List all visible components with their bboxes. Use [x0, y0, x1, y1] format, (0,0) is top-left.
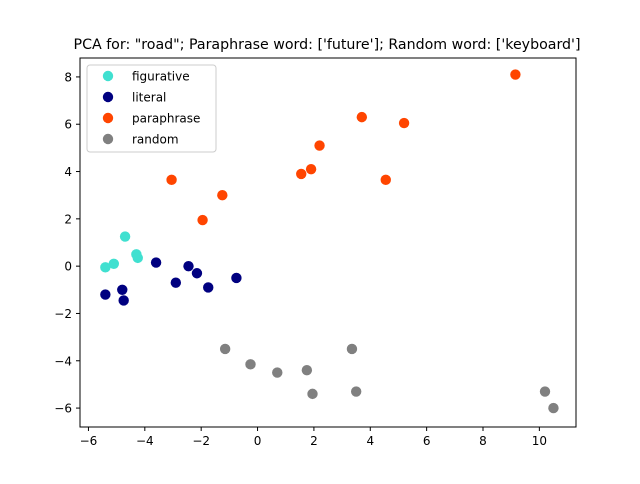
legend-marker-random [102, 133, 114, 145]
x-tick-label: 6 [423, 434, 431, 448]
legend: figurative literal paraphrase random [86, 64, 217, 153]
point-random-7 [539, 386, 551, 397]
point-figurative-1 [108, 258, 120, 269]
point-paraphrase-9 [510, 69, 521, 80]
point-random-8 [548, 402, 559, 414]
legend-label-paraphrase: paraphrase [132, 112, 200, 126]
legend-label-figurative: figurative [132, 70, 190, 84]
point-random-5 [346, 343, 358, 355]
legend-marker-figurative [102, 70, 114, 82]
point-literal-2 [118, 295, 129, 306]
point-paraphrase-2 [217, 189, 228, 201]
legend-marker-paraphrase [102, 112, 114, 124]
plot-frame [79, 57, 577, 428]
legend-marker-literal [102, 91, 114, 103]
point-paraphrase-4 [305, 163, 317, 175]
point-literal-1 [117, 284, 128, 296]
x-tick-label: −4 [136, 434, 154, 448]
point-literal-7 [203, 282, 214, 293]
x-tick-label: 4 [366, 434, 374, 448]
point-random-6 [350, 386, 362, 397]
point-figurative-0 [100, 262, 111, 273]
y-tick-label: 2 [64, 212, 72, 226]
point-paraphrase-5 [314, 140, 325, 151]
point-literal-0 [100, 289, 111, 300]
y-tick-label: 6 [64, 118, 72, 132]
point-figurative-4 [132, 252, 143, 264]
x-tick-label: −2 [192, 434, 210, 448]
x-tick-label: 10 [532, 434, 547, 448]
x-tick-label: 8 [479, 434, 487, 448]
legend-label-random: random [132, 133, 179, 147]
plot-area: −6 −4 −2 0 2 4 6 8 10 −6 −4 −2 0 2 4 6 8 figurative litera… [54, 57, 577, 448]
series-random [219, 343, 559, 414]
point-literal-6 [191, 268, 203, 279]
point-paraphrase-3 [296, 168, 307, 180]
point-random-1 [245, 359, 256, 370]
point-paraphrase-7 [380, 174, 391, 186]
y-tick-label: −6 [54, 402, 72, 416]
y-tick-label: 0 [64, 260, 72, 274]
y-tick-label: 8 [64, 70, 72, 84]
point-random-2 [272, 367, 283, 378]
point-literal-5 [183, 260, 194, 272]
point-literal-4 [170, 277, 182, 288]
point-figurative-2 [119, 231, 131, 242]
point-random-4 [307, 388, 318, 400]
legend-label-literal: literal [132, 91, 166, 105]
y-tick-label: −4 [54, 354, 72, 368]
y-tick-label: −2 [54, 307, 72, 321]
x-tick-label: 0 [254, 434, 262, 448]
x-tick-label: −6 [80, 434, 98, 448]
point-paraphrase-6 [356, 111, 368, 123]
x-tick-label: 2 [310, 434, 318, 448]
chart-title: PCA for: "road"; Paraphrase word: ['futu… [74, 37, 581, 53]
series-paraphrase [166, 69, 521, 226]
point-random-3 [301, 365, 313, 376]
y-tick-label: 4 [64, 165, 72, 179]
series-literal [100, 257, 242, 306]
point-literal-3 [150, 257, 162, 268]
point-literal-8 [231, 272, 242, 284]
series-figurative [100, 231, 143, 273]
legend-box [86, 64, 217, 153]
point-paraphrase-8 [398, 117, 410, 129]
point-paraphrase-0 [166, 174, 177, 186]
point-random-0 [219, 343, 231, 355]
point-paraphrase-1 [197, 214, 208, 226]
